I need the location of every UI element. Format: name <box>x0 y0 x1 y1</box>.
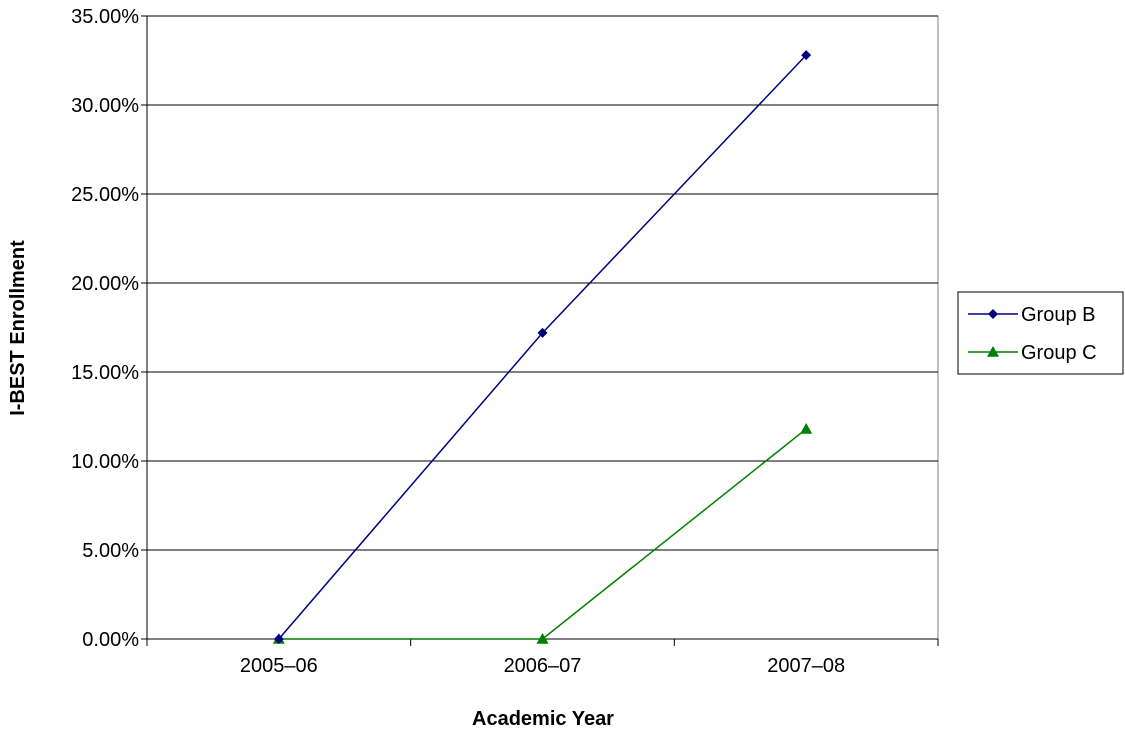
data-point-group-c <box>536 633 549 644</box>
y-axis-title: I-BEST Enrollment <box>7 240 29 416</box>
x-tick-label: 2006–07 <box>504 655 582 677</box>
data-point-group-b <box>801 50 812 61</box>
legend: Group B Group C <box>957 291 1124 375</box>
y-tick-label: 0.00% <box>82 629 139 651</box>
plot-border <box>146 15 939 640</box>
legend-item-group-c: Group C <box>968 342 1097 364</box>
y-tick-label: 10.00% <box>71 451 139 473</box>
y-tick-label: 30.00% <box>71 95 139 117</box>
y-tick-label: 20.00% <box>71 273 139 295</box>
legend-marker-group-c <box>987 346 999 357</box>
data-point-group-b <box>273 634 284 644</box>
data-point-group-c <box>800 422 813 434</box>
legend-marker-group-b <box>988 309 998 319</box>
y-tick-label: 25.00% <box>71 184 139 206</box>
y-tick-label: 35.00% <box>71 6 139 28</box>
x-axis-title: Academic Year <box>472 708 614 730</box>
y-tick-label: 5.00% <box>82 540 139 562</box>
series-layer <box>272 50 813 644</box>
legend-label-group-b: Group B <box>1021 304 1095 326</box>
x-axis: 2005–06 2006–07 2007–08 <box>146 638 939 677</box>
data-point-group-b <box>537 327 548 338</box>
series-group-c <box>272 422 813 644</box>
legend-item-group-b: Group B <box>968 304 1095 326</box>
legend-label-group-c: Group C <box>1021 342 1097 364</box>
y-tick-label: 15.00% <box>71 362 139 384</box>
x-tick-label: 2007–08 <box>767 655 845 677</box>
y-axis: 0.00% 5.00% 10.00% 15.00% 20.00% 25.00% 30.00%… <box>71 6 148 651</box>
plot-area <box>146 15 939 640</box>
legend-items: Group B Group C <box>968 304 1097 364</box>
x-tick-label: 2005–06 <box>240 655 318 677</box>
series-line-group-b <box>278 54 807 640</box>
series-group-b <box>273 50 812 644</box>
series-line-group-c <box>278 428 807 640</box>
legend-box <box>957 291 1124 375</box>
